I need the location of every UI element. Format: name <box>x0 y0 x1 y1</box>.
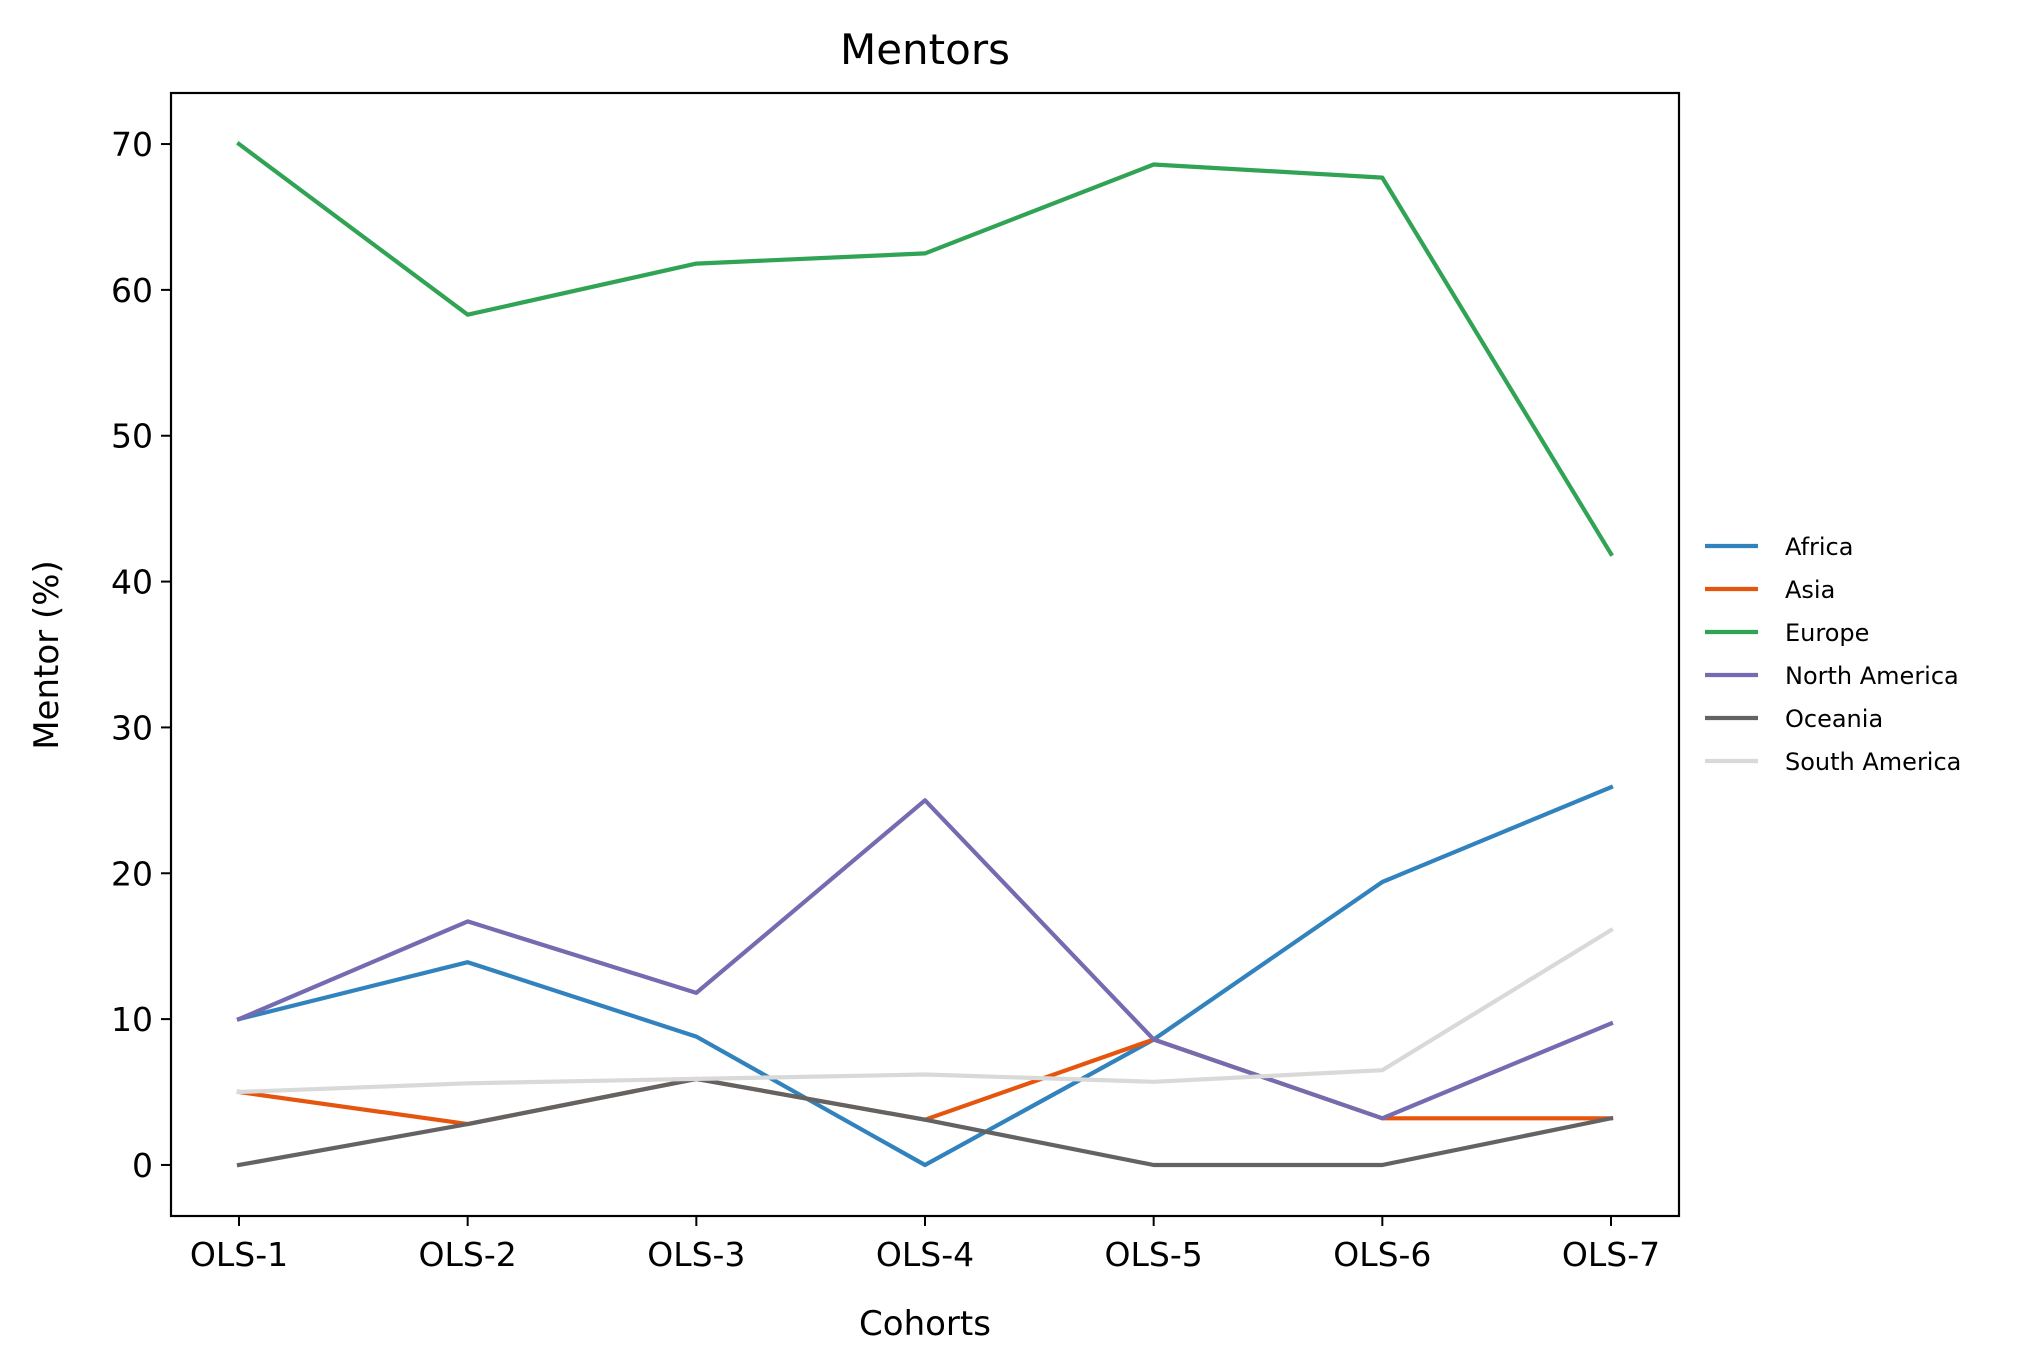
series-line-south-america <box>236 927 1614 1095</box>
y-tick-label: 40 <box>111 563 153 602</box>
x-tick-label: OLS-2 <box>419 1235 517 1274</box>
series-line-africa <box>236 784 1614 1168</box>
legend-label: Africa <box>1785 533 1853 561</box>
y-axis-title: Mentor (%) <box>27 560 67 750</box>
y-tick-label: 10 <box>111 1000 153 1039</box>
y-tick-label: 70 <box>111 125 153 164</box>
y-tick-label: 20 <box>111 854 153 893</box>
x-tick-label: OLS-7 <box>1562 1235 1660 1274</box>
legend-label: Europe <box>1785 619 1869 647</box>
y-axis: 0 10 20 30 40 50 60 70 <box>111 125 171 1185</box>
legend-label: Oceania <box>1785 705 1883 733</box>
legend-label: North America <box>1785 662 1959 690</box>
legend-label: Asia <box>1785 576 1835 604</box>
x-axis-title: Cohorts <box>859 1304 991 1344</box>
x-axis: OLS-1 OLS-2 OLS-3 OLS-4 OLS-5 OLS-6 OLS-7 <box>190 1216 1660 1274</box>
series-line-north-america <box>236 798 1614 1121</box>
x-tick-label: OLS-1 <box>190 1235 288 1274</box>
x-tick-label: OLS-4 <box>876 1235 974 1274</box>
y-tick-label: 30 <box>111 708 153 747</box>
legend-label: South America <box>1785 748 1961 776</box>
legend: Africa Asia Europe North America Oceania Sout… <box>1705 533 1961 776</box>
plot-area <box>236 141 1614 1168</box>
y-tick-label: 60 <box>111 271 153 310</box>
x-tick-label: OLS-5 <box>1105 1235 1203 1274</box>
x-tick-label: OLS-6 <box>1333 1235 1431 1274</box>
y-tick-label: 50 <box>111 417 153 456</box>
series-line-oceania <box>236 1076 1614 1168</box>
x-tick-label: OLS-3 <box>647 1235 745 1274</box>
y-tick-label: 0 <box>132 1146 153 1185</box>
series-line-europe <box>236 141 1614 557</box>
chart-title: Mentors <box>840 25 1010 74</box>
